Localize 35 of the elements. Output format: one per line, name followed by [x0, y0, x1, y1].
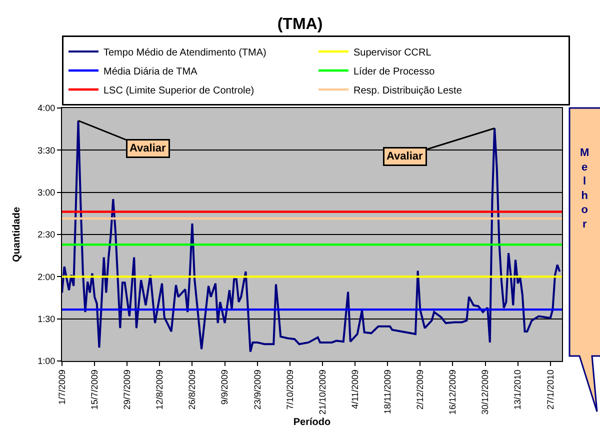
annotation: Avaliar [130, 142, 166, 154]
text: M e l h o r [580, 147, 590, 230]
x-tick-label: 16/12/2009 [448, 370, 458, 415]
x-tick-label: 21/10/2009 [317, 370, 328, 415]
legend-label: Líder de Processo [354, 66, 436, 78]
legend-label: LSC (Limite Superior de Controle) [104, 85, 254, 96]
x-tick-label: 18/11/2009 [382, 370, 393, 414]
y-tick-label: 4:00 [38, 103, 56, 114]
x-tick-label: 29/7/2009 [122, 370, 132, 410]
legend-label: Resp. Distribuição Leste [354, 85, 462, 96]
x-tick-label: 1/7/2009 [56, 370, 67, 405]
chart-title: (TMA) [277, 16, 323, 33]
y-tick-label: 3:30 [38, 145, 56, 156]
x-tick-label: 4/11/2009 [350, 370, 360, 409]
y-tick-label: 1:00 [38, 356, 56, 366]
x-tick-label: 15/7/2009 [89, 370, 100, 410]
y-tick-label: 2:30 [38, 230, 56, 240]
x-tick-label: 27/1/2010 [545, 370, 556, 410]
y-tick-label: 3:00 [38, 187, 56, 198]
x-tick-label: 2/12/2009 [415, 370, 426, 410]
x-tick-label: 26/8/2009 [187, 370, 198, 410]
x-axis-title: Período [293, 417, 331, 428]
x-tick-label: 7/10/2009 [284, 370, 295, 410]
legend-label: Tempo Médio de Atendimento (TMA) [104, 47, 266, 58]
x-tick-label: 30/12/2009 [480, 370, 490, 415]
x-tick-label: 23/9/2009 [252, 370, 262, 410]
annotation: Avaliar [386, 150, 424, 162]
legend-label: Supervisor CCRL [354, 47, 432, 58]
x-tick-label: 9/9/2009 [220, 370, 230, 405]
x-tick-label: 13/1/2010 [512, 370, 523, 410]
legend-label: Média Diária de TMA [104, 66, 198, 78]
y-tick-label: 2:00 [38, 272, 56, 282]
y-tick-label: 1:30 [38, 314, 56, 324]
y-axis-title: Quantidade [12, 206, 23, 262]
x-tick-label: 12/8/2009 [154, 370, 165, 410]
